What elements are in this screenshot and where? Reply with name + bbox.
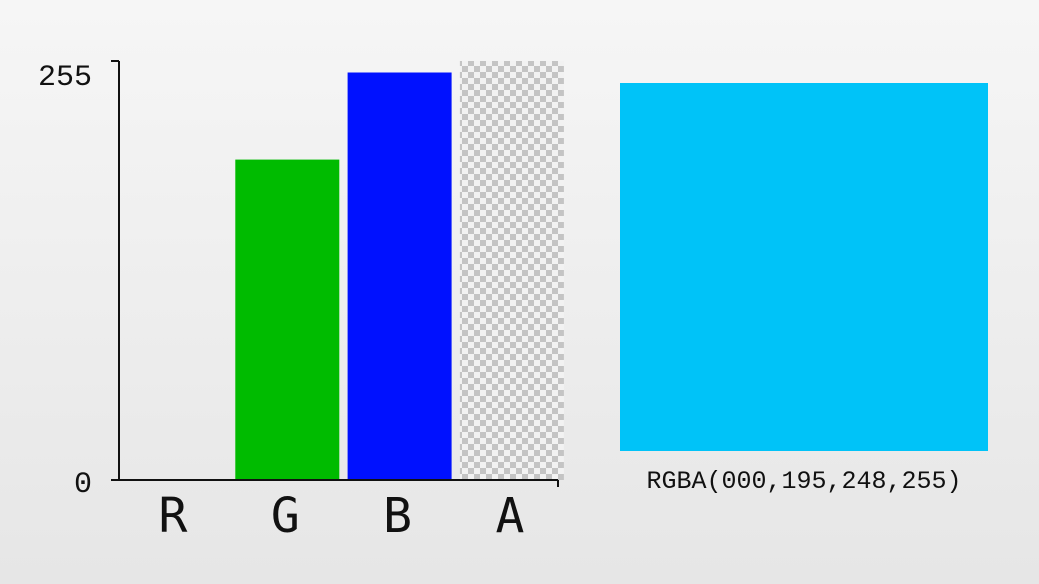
bar-g	[235, 159, 340, 480]
x-tick-label-r: R	[159, 488, 188, 544]
bars-layer	[235, 61, 564, 481]
bar-b	[347, 72, 452, 481]
x-tick-label-g: G	[271, 488, 300, 544]
axis-layer	[111, 60, 559, 487]
y-tick-label-max: 255	[38, 61, 92, 95]
y-tick-label-min: 0	[74, 468, 92, 502]
labels-layer: R G B A 0 255	[38, 61, 524, 544]
x-tick-label-b: B	[383, 488, 412, 544]
bar-a	[459, 61, 564, 480]
x-tick-label-a: A	[495, 488, 524, 544]
color-swatch	[620, 83, 988, 451]
color-swatch-label: RGBA(000,195,248,255)	[646, 467, 962, 496]
